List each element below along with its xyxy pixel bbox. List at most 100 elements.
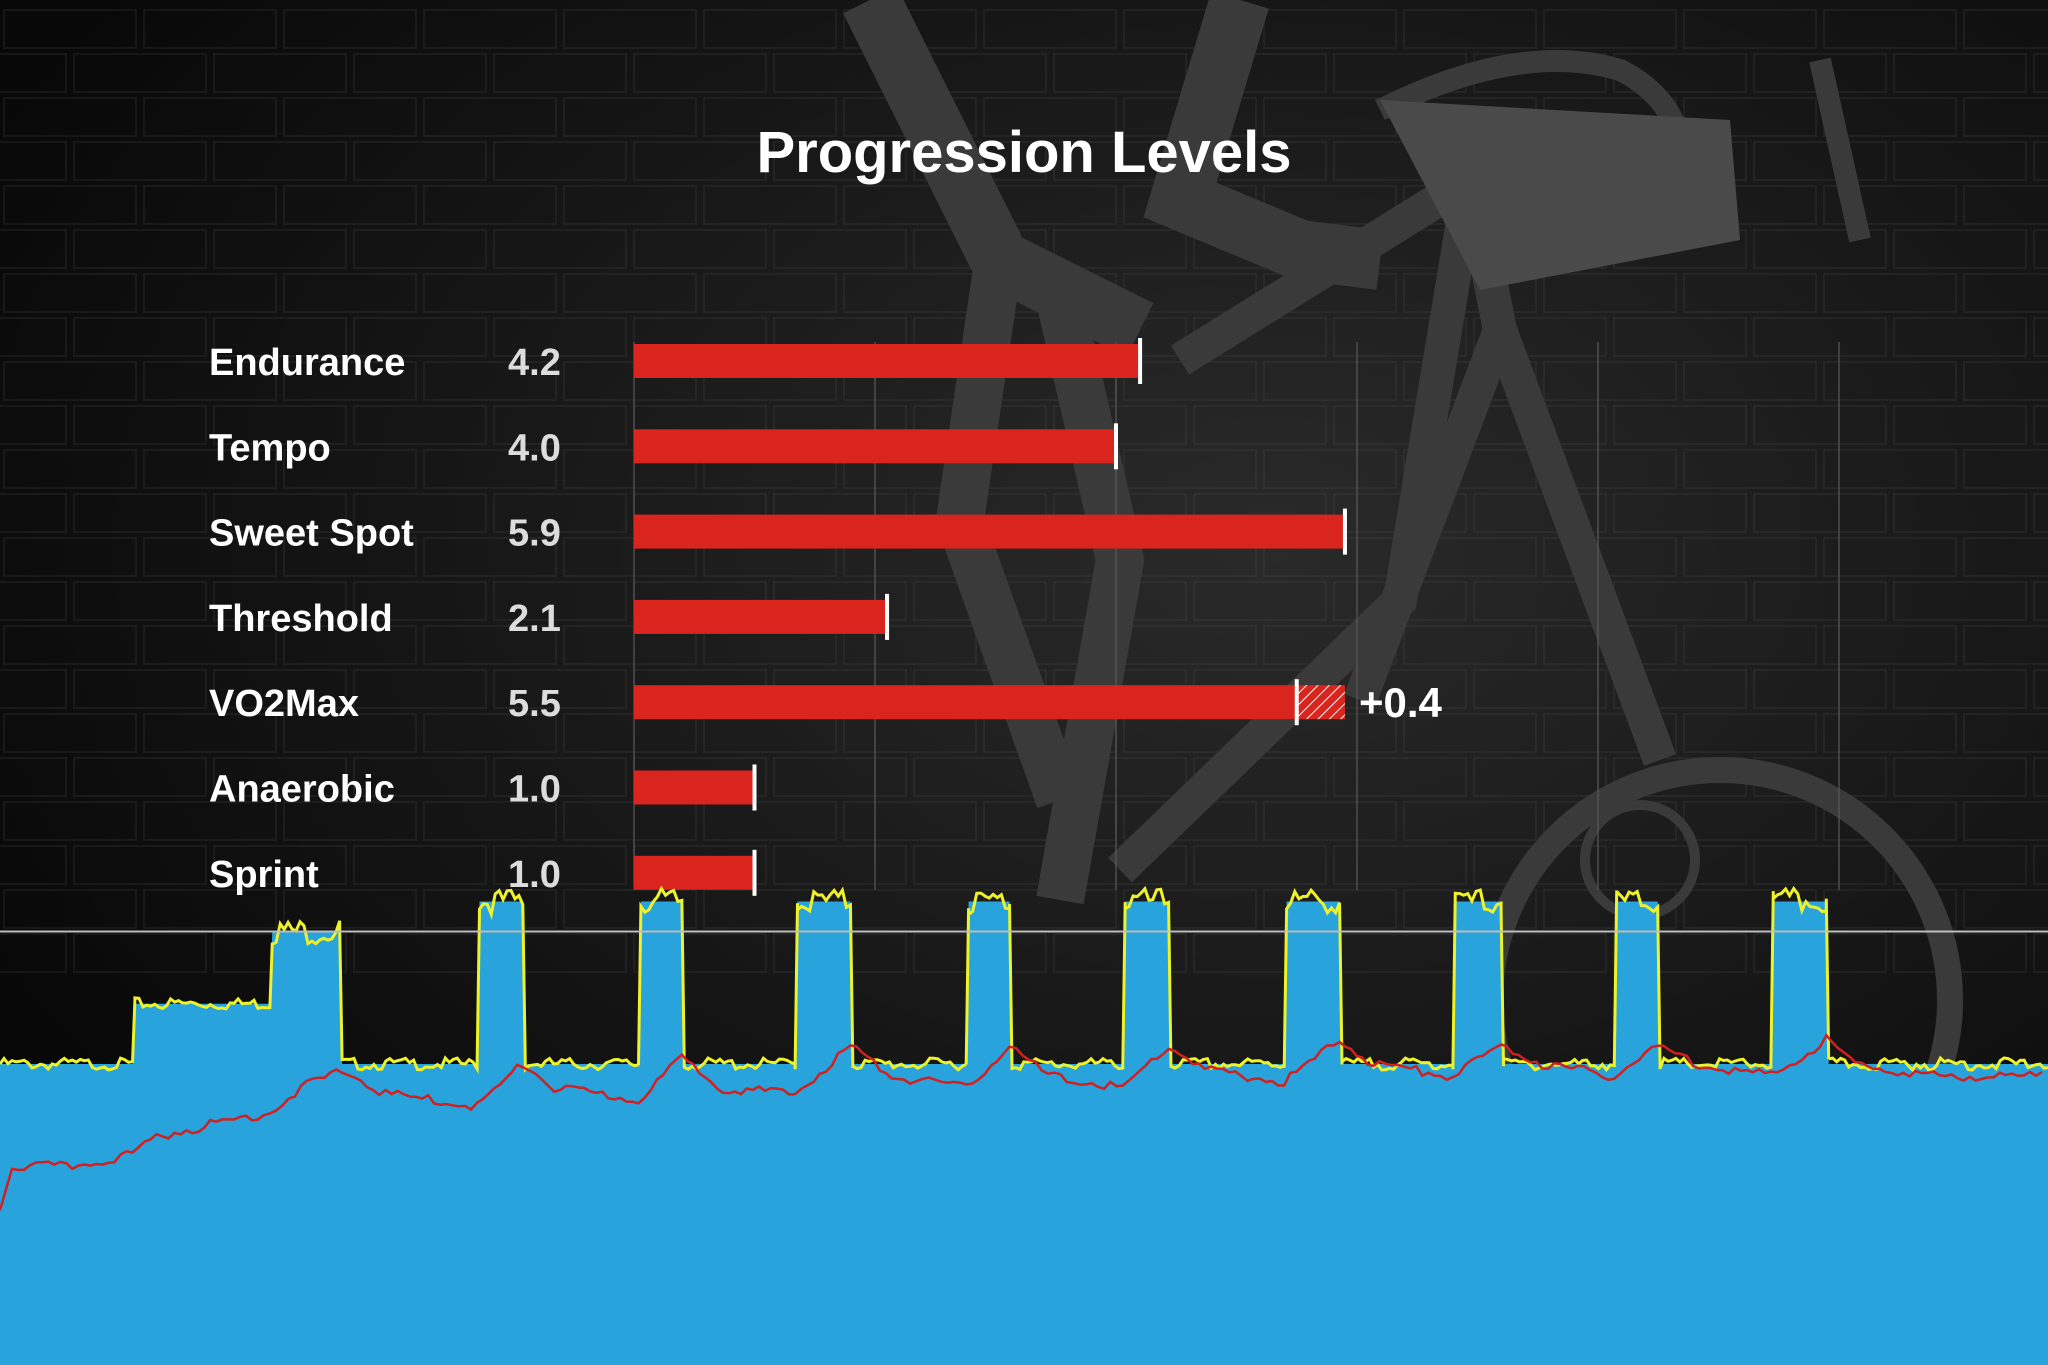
level-marker [752, 764, 757, 811]
brick [423, 713, 557, 753]
brick [1543, 713, 1677, 753]
level-marker [752, 849, 757, 896]
brick [143, 713, 277, 753]
brick [423, 185, 557, 225]
brick [2033, 933, 2048, 973]
brick [213, 229, 347, 269]
brick [1473, 317, 1607, 357]
brick [1683, 713, 1817, 753]
brick [1263, 9, 1397, 49]
brick [1613, 845, 1747, 885]
brick [563, 185, 697, 225]
brick [423, 361, 557, 401]
brick [353, 581, 487, 621]
progression-bar [634, 855, 755, 890]
brick [2033, 845, 2048, 885]
brick [0, 317, 67, 357]
brick [1333, 757, 1467, 797]
brick [1333, 317, 1467, 357]
brick [773, 229, 907, 269]
brick [1893, 669, 2027, 709]
brick [1753, 845, 1887, 885]
chart-title: Progression Levels [756, 120, 1291, 185]
brick [353, 405, 487, 445]
brick [423, 449, 557, 489]
brick [1963, 889, 2048, 929]
brick [3, 185, 137, 225]
brick [1963, 185, 2048, 225]
brick [353, 53, 487, 93]
brick [73, 845, 207, 885]
brick [843, 801, 977, 841]
progression-bar [634, 770, 755, 805]
brick [0, 53, 67, 93]
brick [353, 757, 487, 797]
brick [1263, 449, 1397, 489]
brick [2033, 229, 2048, 269]
brick [1753, 317, 1887, 357]
brick [283, 361, 417, 401]
brick [353, 317, 487, 357]
brick [1473, 757, 1607, 797]
brick [0, 405, 67, 445]
brick [1963, 801, 2048, 841]
level-marker [1114, 423, 1118, 470]
brick [2033, 669, 2048, 709]
brick [1613, 933, 1747, 973]
brick [703, 97, 837, 137]
brick [1823, 449, 1957, 489]
brick [1613, 317, 1747, 357]
brick [1753, 581, 1887, 621]
brick [423, 537, 557, 577]
brick [1963, 97, 2048, 137]
brick [73, 317, 207, 357]
brick [563, 273, 697, 313]
brick [353, 845, 487, 885]
brick [1823, 625, 1957, 665]
brick [143, 889, 277, 929]
brick [1893, 317, 2027, 357]
brick [143, 361, 277, 401]
brick [1753, 229, 1887, 269]
brick [493, 581, 627, 621]
brick [1753, 669, 1887, 709]
category-label: Anaerobic [209, 769, 395, 811]
brick [283, 537, 417, 577]
brick [493, 757, 627, 797]
progression-bar [634, 344, 1141, 378]
brick [353, 141, 487, 181]
brick [213, 53, 347, 93]
progression-bar [634, 599, 888, 634]
brick [0, 757, 67, 797]
brick [1053, 53, 1187, 93]
brick [1473, 669, 1607, 709]
brick [1893, 493, 2027, 533]
brick [1683, 361, 1817, 401]
value-label: 1.0 [508, 854, 561, 896]
brick [563, 9, 697, 49]
brick [703, 801, 837, 841]
brick [1753, 405, 1887, 445]
brick [283, 97, 417, 137]
progression-bar [634, 685, 1297, 720]
brick [1893, 229, 2027, 269]
brick [1683, 9, 1817, 49]
brick [213, 845, 347, 885]
brick [1123, 449, 1257, 489]
brick [563, 801, 697, 841]
brick [1543, 889, 1677, 929]
brick [213, 317, 347, 357]
brick [1683, 625, 1817, 665]
brick [143, 97, 277, 137]
brick [283, 889, 417, 929]
brick [493, 405, 627, 445]
brick [773, 845, 907, 885]
brick [213, 493, 347, 533]
brick [1963, 361, 2048, 401]
brick [1543, 537, 1677, 577]
brick [1753, 493, 1887, 533]
brick [493, 229, 627, 269]
value-label: 5.5 [508, 683, 561, 725]
brick [1333, 845, 1467, 885]
brick [73, 229, 207, 269]
